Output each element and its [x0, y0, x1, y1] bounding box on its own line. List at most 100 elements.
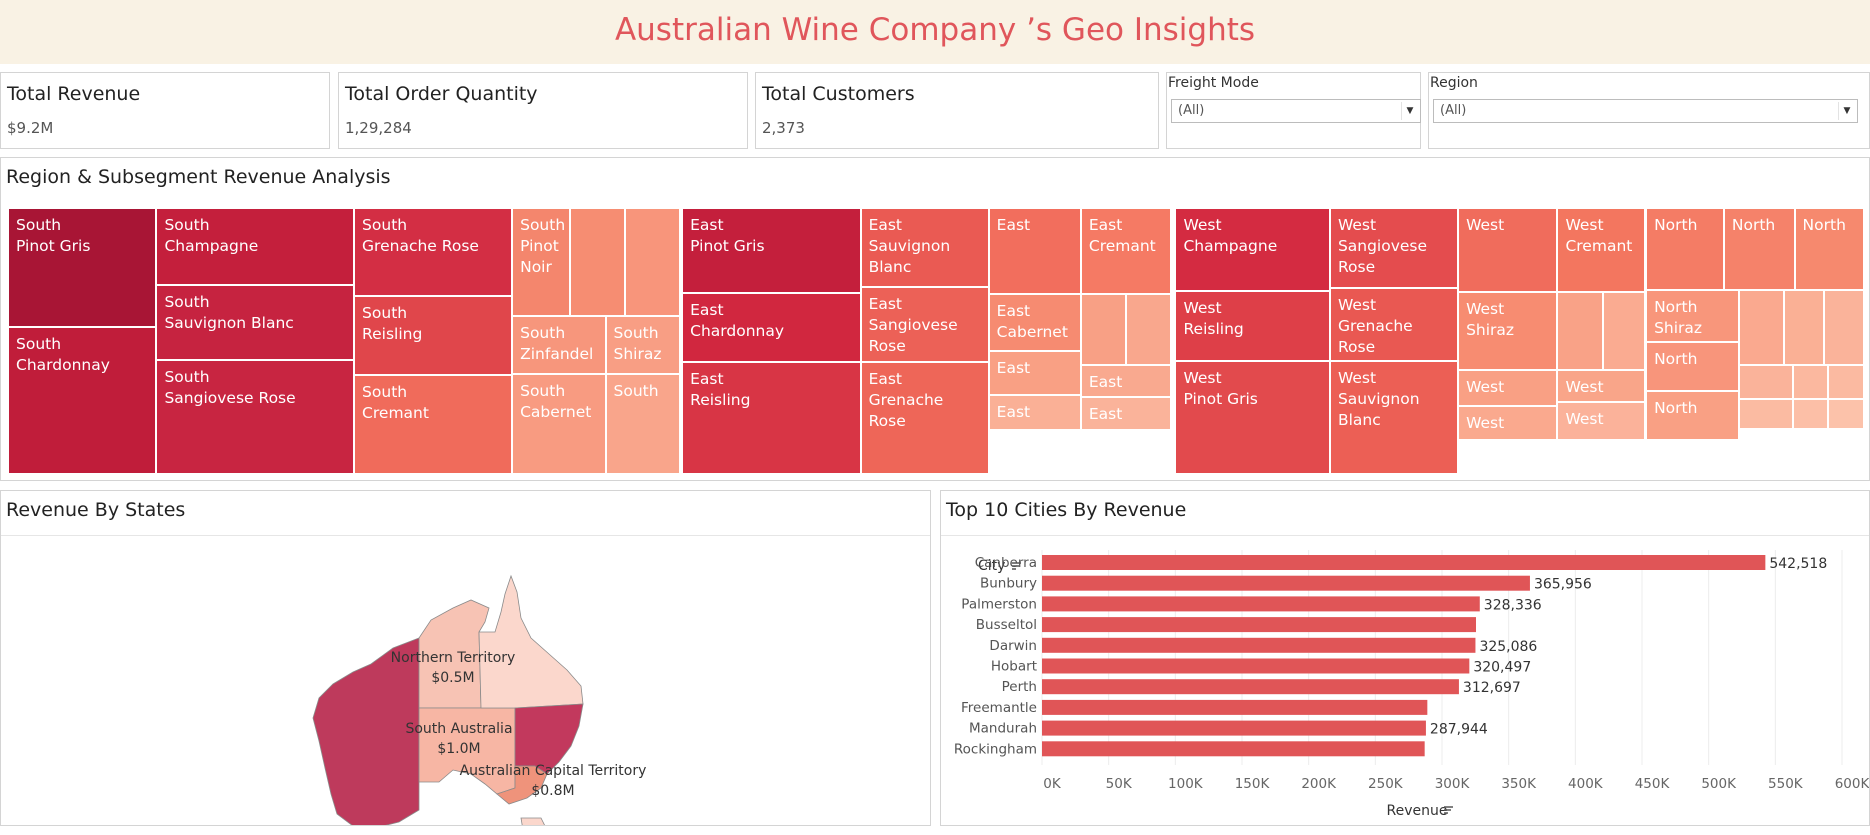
x-tick-label: 100K: [1168, 776, 1204, 792]
treemap-tile[interactable]: West: [1458, 208, 1558, 292]
treemap-tile[interactable]: North: [1646, 208, 1724, 290]
treemap-tile[interactable]: [1602, 292, 1645, 370]
map-label-value: $0.8M: [531, 783, 574, 799]
city-label: Rockingham: [954, 741, 1037, 757]
treemap-tile[interactable]: South Grenache Rose: [354, 208, 513, 296]
treemap-tile[interactable]: [1783, 290, 1825, 365]
treemap-tile[interactable]: South Shiraz: [605, 316, 680, 374]
divider: [941, 535, 1869, 536]
treemap-tile[interactable]: East: [988, 351, 1081, 395]
revenue-bar[interactable]: [1042, 720, 1426, 736]
treemap-tile[interactable]: North: [1646, 391, 1740, 440]
treemap-tile[interactable]: [1739, 365, 1794, 399]
treemap-tile[interactable]: East: [1080, 365, 1171, 397]
treemap-tile[interactable]: South Cremant: [354, 375, 513, 474]
freight-mode-label: Freight Mode: [1168, 75, 1259, 91]
city-label: Mandurah: [969, 721, 1037, 737]
treemap-tile[interactable]: [1126, 294, 1171, 365]
chevron-down-icon[interactable]: ▼: [1401, 102, 1418, 120]
kpi-value: $9.2M: [7, 119, 54, 137]
treemap-tile[interactable]: South Champagne: [156, 208, 355, 285]
treemap-tile[interactable]: West: [1557, 370, 1645, 402]
revenue-bar[interactable]: [1042, 555, 1766, 570]
treemap-tile[interactable]: West Pinot Gris: [1175, 361, 1330, 474]
treemap-tile[interactable]: West: [1458, 370, 1558, 406]
treemap-tile[interactable]: East Reisling: [682, 362, 861, 474]
treemap-tile[interactable]: West Grenache Rose: [1329, 288, 1459, 361]
treemap-tile[interactable]: [1793, 365, 1829, 399]
treemap-tile[interactable]: [1828, 399, 1864, 429]
treemap-tile[interactable]: West Cremant: [1557, 208, 1645, 292]
treemap-tile[interactable]: North: [1723, 208, 1795, 290]
x-tick-label: 550K: [1768, 776, 1804, 792]
treemap-tile[interactable]: [624, 208, 680, 316]
freight-mode-select[interactable]: (All) ▼: [1171, 99, 1421, 123]
revenue-bar[interactable]: [1042, 637, 1476, 653]
treemap-tile[interactable]: [1080, 294, 1127, 365]
treemap-tile[interactable]: East: [988, 395, 1081, 430]
revenue-bar[interactable]: [1042, 741, 1425, 757]
state-tasmania[interactable]: [520, 817, 547, 825]
treemap-tile[interactable]: East Chardonnay: [682, 293, 861, 362]
treemap-tile[interactable]: East Cabernet: [988, 294, 1081, 351]
state-western-australia[interactable]: [312, 637, 420, 825]
treemap-tile[interactable]: East Grenache Rose: [860, 362, 989, 474]
revenue-bar[interactable]: [1042, 699, 1428, 715]
treemap-tile[interactable]: [569, 208, 625, 316]
revenue-bar[interactable]: [1042, 596, 1480, 612]
region-select[interactable]: (All) ▼: [1433, 99, 1858, 123]
kpi-title: Total Order Quantity: [345, 83, 538, 105]
region-label: Region: [1430, 75, 1478, 91]
revenue-bar[interactable]: [1042, 658, 1470, 674]
state-victoria[interactable]: [496, 765, 548, 805]
revenue-bar[interactable]: [1042, 679, 1459, 695]
treemap-tile[interactable]: South Sangiovese Rose: [156, 360, 355, 474]
treemap-tile[interactable]: South Pinot Noir: [512, 208, 570, 316]
revenue-bar[interactable]: [1042, 617, 1476, 633]
treemap-tile[interactable]: West Sauvignon Blanc: [1329, 361, 1459, 474]
treemap-tile[interactable]: East Sauvignon Blanc: [860, 208, 989, 287]
map-panel: Revenue By States Northern Territory $0.…: [0, 490, 931, 826]
treemap-tile[interactable]: South Cabernet: [512, 374, 606, 474]
sort-icon[interactable]: [1012, 562, 1021, 570]
region-filter: Region (All) ▼: [1428, 72, 1870, 149]
chevron-down-icon[interactable]: ▼: [1838, 102, 1855, 120]
treemap-tile[interactable]: East Cremant: [1080, 208, 1171, 294]
treemap-tile[interactable]: East: [988, 208, 1081, 294]
treemap-tile[interactable]: [1739, 399, 1794, 429]
treemap-tile[interactable]: North: [1646, 342, 1740, 391]
treemap-tile[interactable]: South Reisling: [354, 296, 513, 375]
kpi-title: Total Customers: [762, 83, 915, 105]
treemap-tile[interactable]: East: [1080, 397, 1171, 430]
treemap-tile[interactable]: North Shiraz: [1646, 290, 1740, 342]
treemap-tile[interactable]: South Sauvignon Blanc: [156, 285, 355, 360]
kpi-total-revenue: Total Revenue $9.2M: [0, 72, 330, 149]
australia-map[interactable]: Northern Territory $0.5M South Australia…: [1, 536, 930, 825]
sort-icon[interactable]: [1444, 806, 1453, 814]
treemap-tile[interactable]: South Zinfandel: [512, 316, 606, 374]
treemap-tile[interactable]: West Champagne: [1175, 208, 1330, 291]
treemap-tile[interactable]: [1828, 365, 1864, 399]
top-cities-panel: Top 10 Cities By Revenue City 0K 50K 100K 1…: [940, 490, 1870, 826]
city-label: Bunbury: [980, 576, 1037, 592]
treemap-tile[interactable]: North: [1794, 208, 1864, 290]
treemap-tile[interactable]: [1557, 292, 1603, 370]
revenue-bar[interactable]: [1042, 575, 1530, 591]
top-cities-bar-chart[interactable]: City 0K 50K 100K 150K 200K 250K 300K 350K 400K 45…: [941, 536, 1869, 825]
treemap-tile[interactable]: South: [605, 374, 680, 474]
treemap-tile[interactable]: East Sangiovese Rose: [860, 287, 989, 362]
state-queensland[interactable]: [478, 574, 584, 709]
treemap-tile[interactable]: West Shiraz: [1458, 292, 1558, 370]
treemap-tile[interactable]: West Sangiovese Rose: [1329, 208, 1459, 288]
map-label-name: South Australia: [405, 721, 512, 737]
treemap-tile[interactable]: East Pinot Gris: [682, 208, 861, 293]
treemap-tile[interactable]: West: [1458, 406, 1558, 440]
treemap-tile[interactable]: [1793, 399, 1829, 429]
treemap-tile[interactable]: [1739, 290, 1784, 365]
city-label: Hobart: [991, 659, 1037, 675]
treemap-tile[interactable]: [1824, 290, 1864, 365]
treemap-tile[interactable]: West Reisling: [1175, 291, 1330, 361]
treemap-tile[interactable]: West: [1557, 402, 1645, 440]
treemap-tile[interactable]: South Chardonnay: [8, 327, 157, 474]
treemap-tile[interactable]: South Pinot Gris: [8, 208, 157, 327]
